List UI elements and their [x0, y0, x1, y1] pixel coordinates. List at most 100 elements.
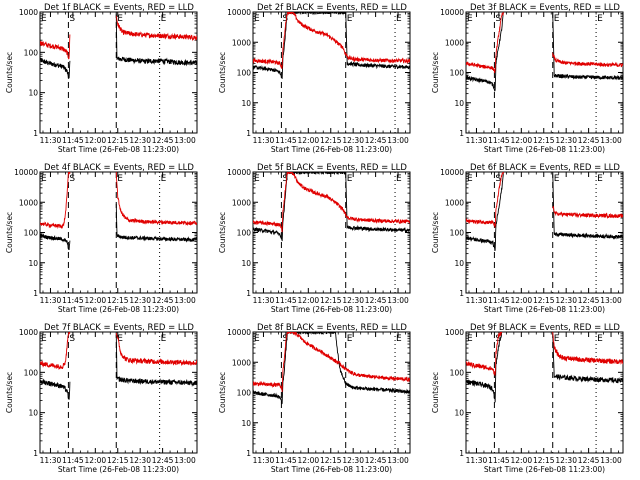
x-tick-label: 12:00: [85, 136, 107, 145]
y-tick-label: 100: [24, 48, 39, 57]
x-axis-label: Start Time (26-Feb-08 11:23:00): [484, 465, 605, 474]
x-tick-label: 12:00: [298, 296, 320, 305]
events-series-line: [552, 12, 623, 81]
plot-frame: [39, 171, 198, 294]
y-tick-label: 1: [459, 289, 464, 298]
x-tick-label: 12:00: [298, 456, 320, 465]
events-series-line: [40, 57, 71, 79]
y-tick-label: 10: [241, 419, 251, 428]
lld-series-line: [552, 205, 623, 219]
x-tick-label: 11:45: [488, 456, 510, 465]
marker-label: S: [495, 334, 501, 344]
x-tick-label: 12:30: [129, 456, 151, 465]
y-tick-label: 1: [33, 129, 38, 138]
marker-label: E: [254, 334, 260, 344]
x-tick-label: 12:45: [365, 456, 387, 465]
marker-label: E: [396, 334, 402, 344]
y-tick-label: 100: [237, 69, 252, 78]
x-tick-label: 12:30: [342, 136, 364, 145]
y-tick-label: 1000: [232, 358, 251, 367]
chart-title: Det 4f BLACK = Events, RED = LLD: [44, 163, 194, 173]
chart-title: Det 7f BLACK = Events, RED = LLD: [44, 323, 194, 333]
y-tick-label: 1000: [232, 38, 251, 47]
y-tick-label: 100: [237, 389, 252, 398]
series-group: [466, 332, 623, 403]
events-series-line: [40, 232, 71, 250]
marker-label: E: [41, 14, 47, 24]
x-tick-label: 13:00: [600, 456, 622, 465]
series-group: [40, 332, 197, 400]
chart-panel-9: Det 9f BLACK = Events, RED = LLD 1 10 100 10…: [431, 323, 624, 474]
x-tick-label: 12:30: [129, 296, 151, 305]
x-tick-label: 13:00: [174, 136, 196, 145]
y-axis-label: Counts/sec: [5, 212, 14, 253]
plot-frame: [465, 11, 624, 134]
chart-title: Det 1f BLACK = Events, RED = LLD: [44, 3, 194, 13]
marker-label: E: [467, 334, 473, 344]
x-tick-label: 12:00: [511, 296, 533, 305]
y-axis-label: Counts/sec: [218, 52, 227, 93]
x-axis-label: Start Time (26-Feb-08 11:23:00): [271, 145, 392, 154]
lld-series-line: [115, 172, 197, 227]
series-group: [253, 332, 410, 405]
marker-label: S: [69, 14, 75, 24]
y-tick-label: 1: [246, 449, 251, 458]
marker-label: E: [117, 174, 123, 184]
y-tick-label: 1000: [19, 328, 38, 337]
series-group: [466, 172, 623, 252]
x-tick-label: 12:45: [365, 296, 387, 305]
plot-frame: [252, 11, 411, 134]
events-series-line: [466, 12, 504, 92]
x-tick-label: 11:30: [466, 136, 488, 145]
chart-title: Det 2f BLACK = Events, RED = LLD: [257, 3, 407, 13]
y-tick-label: 10: [454, 409, 464, 418]
x-tick-label: 11:45: [488, 296, 510, 305]
marker-label: E: [347, 14, 353, 24]
x-tick-label: 11:45: [275, 296, 297, 305]
x-tick-label: 12:15: [533, 456, 555, 465]
events-series-line: [115, 203, 197, 243]
x-tick-label: 11:30: [466, 456, 488, 465]
y-axis-label: Counts/sec: [5, 372, 14, 413]
events-series-line: [253, 12, 410, 79]
lld-series-line: [40, 332, 71, 370]
marker-label: E: [597, 334, 603, 344]
x-tick-label: 11:30: [40, 296, 62, 305]
x-tick-label: 12:15: [107, 296, 129, 305]
x-tick-label: 12:45: [578, 136, 600, 145]
marker-label: E: [41, 334, 47, 344]
marker-label: E: [554, 14, 560, 24]
x-axis-label: Start Time (26-Feb-08 11:23:00): [58, 305, 179, 314]
y-tick-label: 1000: [445, 38, 464, 47]
x-axis-label: Start Time (26-Feb-08 11:23:00): [58, 145, 179, 154]
x-tick-label: 11:45: [62, 136, 84, 145]
chart-panel-2: Det 2f BLACK = Events, RED = LLD 1 10 100 10…: [218, 3, 411, 154]
chart-panel-3: Det 3f BLACK = Events, RED = LLD 1 10 100 10…: [431, 3, 624, 154]
chart-panel-7: Det 7f BLACK = Events, RED = LLD 1 10 100 10…: [5, 323, 198, 474]
x-tick-label: 12:45: [365, 136, 387, 145]
y-tick-label: 1000: [19, 198, 38, 207]
series-group: [40, 14, 197, 79]
marker-label: E: [161, 174, 167, 184]
x-tick-label: 12:15: [533, 296, 555, 305]
x-tick-label: 11:30: [253, 136, 275, 145]
lld-series-line: [552, 332, 623, 365]
marker-label: E: [467, 174, 473, 184]
events-series-line: [466, 172, 504, 252]
lld-series-line: [253, 332, 410, 393]
chart-title: Det 3f BLACK = Events, RED = LLD: [470, 3, 620, 13]
chart-panel-4: Det 4f BLACK = Events, RED = LLD 1 10 100 10…: [5, 163, 198, 314]
y-tick-label: 10: [241, 259, 251, 268]
y-tick-label: 1000: [445, 328, 464, 337]
y-tick-label: 1000: [232, 198, 251, 207]
y-tick-label: 100: [24, 368, 39, 377]
plot-frame: [252, 331, 411, 454]
marker-label: S: [282, 174, 288, 184]
x-tick-label: 13:00: [174, 296, 196, 305]
x-tick-label: 11:30: [40, 136, 62, 145]
x-tick-label: 13:00: [600, 136, 622, 145]
x-tick-label: 12:15: [107, 136, 129, 145]
y-tick-label: 10: [454, 99, 464, 108]
y-axis-label: Counts/sec: [431, 212, 440, 253]
